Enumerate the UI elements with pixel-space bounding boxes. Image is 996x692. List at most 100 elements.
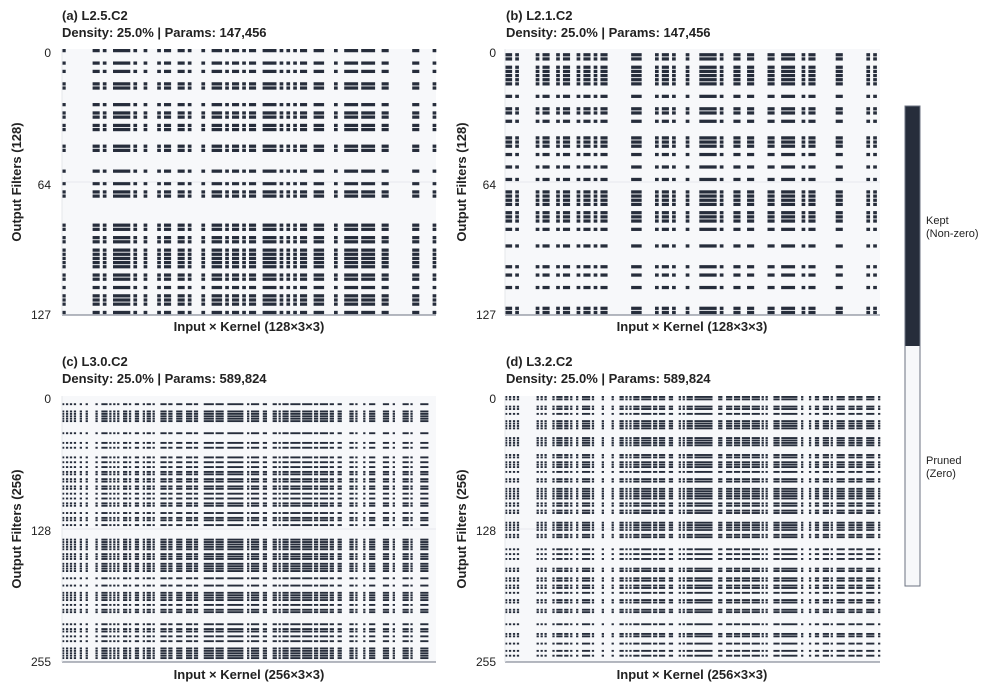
- heatmap-kept-segment: [583, 198, 591, 202]
- heatmap-kept-segment: [164, 115, 172, 119]
- heatmap-kept-segment: [505, 412, 508, 415]
- heatmap-kept-segment: [286, 148, 291, 152]
- heatmap-kept-segment: [143, 240, 148, 244]
- heatmap-kept-segment: [109, 461, 112, 464]
- heatmap-kept-segment: [313, 635, 319, 638]
- heatmap-kept-segment: [848, 408, 855, 410]
- heatmap-kept-segment: [168, 623, 173, 626]
- heatmap-kept-segment: [123, 565, 128, 568]
- heatmap-kept-segment: [134, 504, 140, 507]
- heatmap-kept-segment: [177, 240, 185, 244]
- heatmap-kept-segment: [512, 425, 516, 427]
- heatmap-kept-segment: [133, 310, 138, 315]
- heatmap-kept-segment: [286, 273, 291, 277]
- heatmap-kept-segment: [381, 256, 389, 261]
- heatmap-kept-segment: [142, 599, 145, 602]
- heatmap-kept-segment: [262, 647, 268, 650]
- heatmap-kept-segment: [282, 512, 289, 514]
- heatmap-kept-segment: [215, 608, 224, 611]
- heatmap-kept-segment: [382, 640, 390, 643]
- heatmap-kept-segment: [747, 107, 755, 111]
- heatmap-kept-segment: [176, 480, 183, 483]
- heatmap-kept-segment: [873, 53, 877, 57]
- heatmap-kept-segment: [313, 61, 325, 65]
- heatmap-kept-segment: [177, 223, 185, 227]
- heatmap-kept-segment: [719, 244, 724, 248]
- heatmap-kept-segment: [262, 461, 268, 464]
- heatmap-kept-segment: [73, 487, 77, 490]
- heatmap-kept-segment: [117, 591, 120, 594]
- heatmap-kept-segment: [505, 57, 513, 61]
- heatmap-kept-segment: [319, 417, 329, 420]
- heatmap-kept-segment: [290, 565, 301, 568]
- heatmap-kept-segment: [349, 565, 354, 568]
- heatmap-kept-segment: [349, 594, 354, 597]
- heatmap-kept-segment: [313, 441, 319, 444]
- heatmap-kept-segment: [225, 86, 229, 90]
- heatmap-kept-segment: [329, 584, 334, 587]
- heatmap-kept-segment: [282, 649, 289, 652]
- heatmap-kept-segment: [146, 519, 151, 522]
- heatmap-kept-segment: [412, 285, 420, 290]
- heatmap-kept-segment: [225, 61, 229, 65]
- heatmap-kept-segment: [412, 123, 420, 128]
- heatmap-kept-segment: [535, 177, 540, 182]
- heatmap-kept-segment: [631, 140, 642, 144]
- heatmap-kept-segment: [552, 412, 555, 415]
- heatmap-kept-segment: [69, 649, 73, 652]
- heatmap-kept-segment: [157, 127, 161, 132]
- heatmap-kept-segment: [629, 398, 632, 401]
- heatmap-kept-segment: [313, 103, 325, 107]
- heatmap-kept-segment: [420, 446, 429, 449]
- heatmap-kept-segment: [79, 594, 82, 597]
- heatmap-kept-segment: [535, 94, 540, 98]
- heatmap-kept-segment: [193, 548, 199, 551]
- heatmap-kept-segment: [355, 441, 358, 444]
- heatmap-kept-segment: [128, 485, 132, 488]
- heatmap-kept-segment: [62, 456, 65, 459]
- heatmap-kept-segment: [123, 519, 128, 522]
- heatmap-kept-segment: [392, 470, 395, 473]
- heatmap-kept-segment: [95, 623, 98, 626]
- heatmap-kept-segment: [508, 420, 512, 423]
- heatmap-kept-segment: [227, 611, 244, 614]
- heatmap-kept-segment: [123, 543, 128, 546]
- heatmap-kept-segment: [564, 398, 569, 401]
- heatmap-kept-segment: [279, 86, 284, 90]
- heatmap-kept-segment: [302, 652, 313, 655]
- heatmap-kept-segment: [719, 202, 724, 207]
- heatmap-kept-segment: [382, 410, 390, 413]
- heatmap-kept-segment: [227, 487, 244, 490]
- heatmap-kept-segment: [143, 298, 148, 302]
- heatmap-kept-segment: [685, 136, 690, 140]
- heatmap-kept-segment: [685, 244, 690, 248]
- heatmap-kept-segment: [349, 456, 354, 459]
- heatmap-kept-segment: [556, 78, 560, 82]
- heatmap-kept-segment: [215, 502, 224, 505]
- heatmap-kept-segment: [694, 405, 713, 408]
- heatmap-kept-segment: [808, 420, 812, 423]
- heatmap-kept-segment: [363, 647, 366, 650]
- heatmap-kept-segment: [349, 432, 354, 435]
- heatmap-kept-segment: [363, 562, 366, 565]
- heatmap-kept-segment: [719, 69, 724, 74]
- heatmap-kept-segment: [290, 635, 301, 638]
- heatmap-kept-segment: [278, 492, 281, 495]
- heatmap-kept-segment: [619, 405, 624, 408]
- heatmap-kept-segment: [290, 456, 301, 459]
- heatmap-kept-segment: [249, 277, 257, 281]
- heatmap-kept-segment: [765, 427, 768, 430]
- heatmap-kept-segment: [361, 227, 376, 231]
- heatmap-kept-segment: [65, 456, 69, 459]
- heatmap-kept-segment: [176, 466, 183, 469]
- heatmap-kept-segment: [227, 492, 244, 495]
- heatmap-kept-segment: [808, 244, 816, 248]
- heatmap-kept-segment: [272, 420, 277, 423]
- heatmap-kept-segment: [134, 466, 140, 469]
- heatmap-kept-segment: [227, 652, 244, 655]
- heatmap-kept-segment: [866, 73, 871, 78]
- heatmap-kept-segment: [873, 285, 877, 290]
- heatmap-kept-segment: [101, 608, 108, 611]
- heatmap-kept-segment: [337, 420, 342, 423]
- heatmap-kept-segment: [186, 473, 193, 476]
